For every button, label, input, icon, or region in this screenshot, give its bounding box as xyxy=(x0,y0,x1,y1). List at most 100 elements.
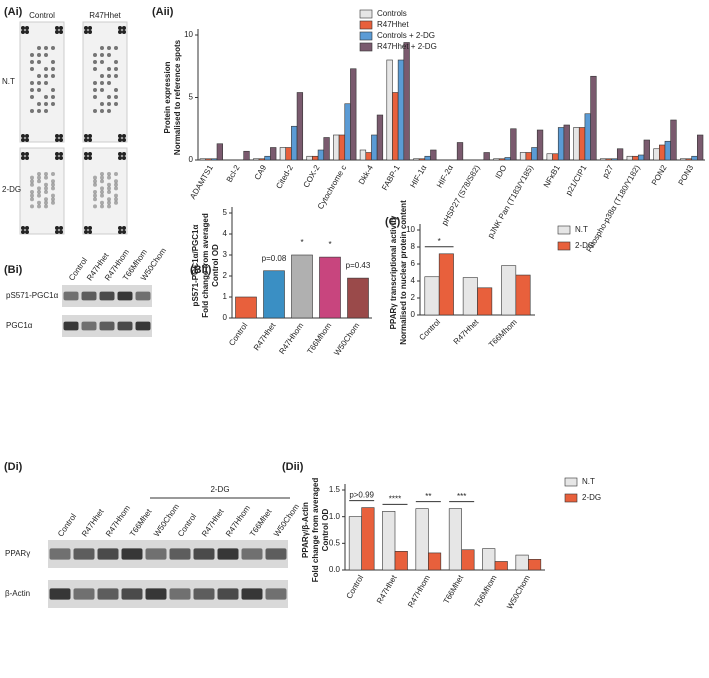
bar xyxy=(344,103,351,161)
array-spot xyxy=(107,109,111,113)
lane-label: Control xyxy=(56,512,78,538)
array-image xyxy=(82,21,128,143)
row-label: PPARγ xyxy=(5,549,30,558)
array-spot xyxy=(37,190,41,194)
bar xyxy=(216,143,223,161)
array-spot xyxy=(118,230,122,234)
bar xyxy=(428,552,442,571)
array-spot xyxy=(84,138,88,142)
array-spot xyxy=(88,156,92,160)
array-spot xyxy=(21,138,25,142)
bar xyxy=(599,158,607,161)
array-spot xyxy=(51,88,55,92)
array-spot xyxy=(30,67,34,71)
array-spot xyxy=(93,81,97,85)
y-axis-label: Control OD xyxy=(321,508,330,551)
array-spot xyxy=(93,95,97,99)
array-spot xyxy=(88,152,92,156)
bar xyxy=(643,139,650,161)
array-spot xyxy=(30,193,34,198)
blot-band xyxy=(97,588,119,600)
array-spot xyxy=(93,197,97,202)
y-tick-label: 3 xyxy=(223,250,228,259)
legend-swatch xyxy=(564,493,578,503)
array-spot xyxy=(114,67,118,71)
array-spot xyxy=(37,179,41,184)
array-spot xyxy=(93,204,97,209)
bar xyxy=(653,148,660,161)
bar xyxy=(376,114,384,161)
array-spot xyxy=(107,81,111,85)
array-spot xyxy=(93,53,97,57)
bar xyxy=(386,59,393,161)
array-spot xyxy=(44,81,48,85)
array-spot xyxy=(21,230,25,234)
bar xyxy=(285,147,292,161)
array-spot xyxy=(100,193,104,198)
array-spot xyxy=(30,53,34,57)
annotation: * xyxy=(328,240,331,249)
array-spot xyxy=(100,204,104,209)
blot-band xyxy=(63,321,79,331)
bar xyxy=(573,127,580,161)
array-spot xyxy=(107,172,111,176)
array-spot xyxy=(107,53,111,57)
bar xyxy=(371,134,378,161)
bar xyxy=(664,140,671,161)
annotation: **** xyxy=(389,494,401,503)
row-label: N.T xyxy=(2,77,15,86)
array-spot xyxy=(114,88,118,92)
array-spot xyxy=(30,179,34,184)
bar xyxy=(253,158,260,161)
bar xyxy=(632,155,639,161)
bar xyxy=(291,254,313,319)
x-tick-label: R47Hhet xyxy=(252,321,278,353)
array-spot xyxy=(21,30,25,34)
y-tick-label: 10 xyxy=(184,30,193,39)
array-spot xyxy=(25,134,29,138)
blot-band xyxy=(145,588,167,600)
array-spot xyxy=(122,156,126,160)
legend-label: 2-DG xyxy=(582,493,601,502)
blot-band xyxy=(241,588,263,600)
blot-band xyxy=(49,588,71,600)
array-spot xyxy=(30,60,34,64)
bar xyxy=(557,127,565,161)
array-spot xyxy=(84,30,88,34)
array-spot xyxy=(51,74,55,78)
array-spot xyxy=(21,226,25,230)
x-tick-label: T66Mhom xyxy=(305,321,333,356)
array-spot xyxy=(100,60,104,64)
x-tick-label: COX-2 xyxy=(302,163,322,189)
blot-band xyxy=(99,321,115,331)
array-spot xyxy=(59,134,63,138)
x-tick-label: HIF-2α xyxy=(435,163,455,189)
array-spot xyxy=(30,175,34,180)
array-spot xyxy=(122,26,126,30)
blot-band xyxy=(63,291,79,301)
bar xyxy=(680,158,687,161)
array-spot xyxy=(107,175,111,180)
annotation: ** xyxy=(425,492,431,501)
legend-label: N.T xyxy=(575,225,588,234)
array-spot xyxy=(25,138,29,142)
y-tick-label: 2 xyxy=(411,293,416,302)
bar xyxy=(482,548,496,571)
array-spot xyxy=(30,204,34,209)
column-label: Control xyxy=(29,11,55,20)
bar xyxy=(552,153,559,161)
array-image xyxy=(19,21,65,143)
y-tick-label: 1.5 xyxy=(329,485,341,494)
bar xyxy=(317,149,325,161)
array-spot xyxy=(114,182,118,187)
bar xyxy=(418,158,426,161)
array-spot xyxy=(25,26,29,30)
bar xyxy=(397,59,405,161)
bar xyxy=(494,561,508,571)
y-tick-label: 0 xyxy=(411,310,416,319)
legend-label: R47Hhet xyxy=(377,20,409,29)
chart-title: (Bii) xyxy=(190,264,212,276)
bar xyxy=(365,152,372,161)
legend-swatch xyxy=(359,9,373,19)
